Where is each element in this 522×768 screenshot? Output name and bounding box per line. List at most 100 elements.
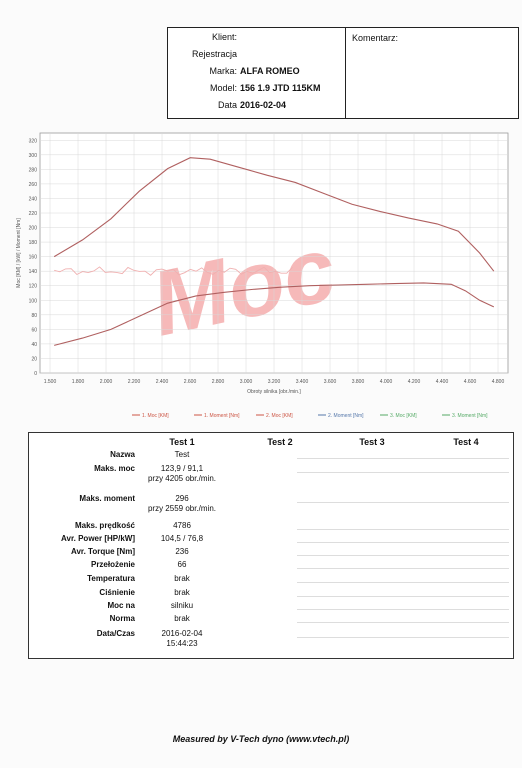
legend-entry: 1. Moc [KM] xyxy=(142,413,169,419)
model-value: 156 1.9 JTD 115KM xyxy=(240,83,321,93)
row-label: Ciśnienie xyxy=(99,588,135,597)
y-tick-label: 20 xyxy=(31,356,37,362)
x-tick-label: 2.000 xyxy=(100,379,113,385)
row-separator xyxy=(297,596,509,597)
power-series-line xyxy=(54,282,495,346)
x-tick-label: 4.400 xyxy=(436,379,449,385)
y-tick-label: 320 xyxy=(29,138,38,144)
date-row: Data 2016-02-04 xyxy=(168,100,345,116)
torque-series-line xyxy=(53,157,495,272)
row-separator xyxy=(297,622,509,623)
row-label: Maks. moc xyxy=(94,464,135,473)
column-header-test2: Test 2 xyxy=(267,437,293,447)
row-value-test1: brak xyxy=(174,588,190,597)
background-trace-line xyxy=(54,266,293,276)
row-separator xyxy=(297,502,509,503)
row-value-test1: silniku xyxy=(170,601,194,610)
y-tick-label: 180 xyxy=(29,240,38,246)
y-tick-label: 220 xyxy=(29,211,38,217)
row-value-test1: 236 xyxy=(175,547,189,556)
row-value-test1: brak xyxy=(174,614,190,623)
row-separator xyxy=(297,458,509,459)
row-value-test1-detail: przy 4205 obr./min. xyxy=(147,474,217,483)
x-axis-label: Obroty silnika [obr./min.] xyxy=(247,389,301,395)
row-label: Moc na xyxy=(107,601,135,610)
x-tick-label: 1.800 xyxy=(72,379,85,385)
column-header-test4: Test 4 xyxy=(453,437,479,447)
make-label: Marka: xyxy=(209,66,237,76)
x-tick-label: 2.800 xyxy=(212,379,225,385)
legend-entry: 1. Moment [Nm] xyxy=(204,413,240,419)
comment-label: Komentarz: xyxy=(352,33,399,43)
y-tick-label: 80 xyxy=(31,313,37,319)
date-value: 2016-02-04 xyxy=(240,100,287,110)
x-tick-label: 3.000 xyxy=(240,379,253,385)
model-row: Model: 156 1.9 JTD 115KM xyxy=(168,83,345,99)
legend-entry: 3. Moc [KM] xyxy=(390,413,417,419)
row-separator xyxy=(297,555,509,556)
date-label: Data xyxy=(217,100,237,110)
row-label: Przełożenie xyxy=(90,560,135,569)
row-label: Norma xyxy=(109,614,135,623)
dyno-chart: Moc0204060801001201401601802002202402602… xyxy=(16,132,509,419)
legend-entry: 3. Moment [Nm] xyxy=(452,413,488,419)
vehicle-info-box: Klient: Rejestracja Marka: ALFA ROMEO Mo… xyxy=(167,27,519,119)
x-tick-label: 2.200 xyxy=(128,379,141,385)
row-separator xyxy=(297,472,509,473)
y-tick-label: 140 xyxy=(29,269,38,275)
registration-label: Rejestracja xyxy=(191,49,237,59)
row-separator xyxy=(297,609,509,610)
y-axis-label: Moc [KM] / [kW] / Moment [Nm] xyxy=(16,218,22,288)
legend-entry: 2. Moment [Nm] xyxy=(328,413,364,419)
legend-entry: 2. Moc [KM] xyxy=(266,413,293,419)
row-value-test1-detail: przy 2559 obr./min. xyxy=(147,504,217,513)
row-label: Maks. moment xyxy=(79,494,135,503)
x-tick-label: 4.000 xyxy=(380,379,393,385)
client-row: Klient: xyxy=(168,32,345,48)
row-label: Nazwa xyxy=(110,450,135,459)
make-value: ALFA ROMEO xyxy=(240,66,300,76)
row-label: Temperatura xyxy=(87,574,135,583)
x-tick-label: 3.600 xyxy=(324,379,337,385)
column-header-test3: Test 3 xyxy=(359,437,385,447)
row-value-test1: 123,9 / 91,1 xyxy=(160,464,204,473)
row-label: Maks. prędkość xyxy=(74,521,135,530)
y-tick-label: 0 xyxy=(34,371,37,377)
x-tick-label: 3.200 xyxy=(268,379,281,385)
registration-row: Rejestracja xyxy=(168,49,345,65)
y-tick-label: 260 xyxy=(29,182,38,188)
row-value-test1: Test xyxy=(174,450,190,459)
x-tick-label: 3.800 xyxy=(352,379,365,385)
row-value-test1: 104,5 / 76,8 xyxy=(160,534,204,543)
x-tick-label: 1.500 xyxy=(44,379,57,385)
row-value-test1: 66 xyxy=(177,560,187,569)
footer-credit: Measured by V-Tech dyno (www.vtech.pl) xyxy=(172,734,350,744)
row-separator xyxy=(297,568,509,569)
y-tick-label: 120 xyxy=(29,284,38,290)
row-separator xyxy=(297,529,509,530)
y-tick-label: 100 xyxy=(29,298,38,304)
y-tick-label: 280 xyxy=(29,167,38,173)
client-label: Klient: xyxy=(211,32,237,42)
y-tick-label: 40 xyxy=(31,342,37,348)
y-tick-label: 200 xyxy=(29,226,38,232)
y-tick-label: 60 xyxy=(31,327,37,333)
y-tick-label: 300 xyxy=(29,153,38,159)
make-row: Marka: ALFA ROMEO xyxy=(168,66,345,82)
row-label: Data/Czas xyxy=(96,629,135,638)
row-label: Avr. Power [HP/kW] xyxy=(61,534,135,543)
column-header-test1: Test 1 xyxy=(169,437,195,447)
x-tick-label: 3.400 xyxy=(296,379,309,385)
results-table: Test 1 Test 2 Test 3 Test 4 Nazwa Test Mak… xyxy=(28,432,514,659)
x-tick-label: 4.600 xyxy=(464,379,477,385)
row-separator xyxy=(297,542,509,543)
y-tick-label: 160 xyxy=(29,255,38,261)
model-label: Model: xyxy=(209,83,237,93)
row-separator xyxy=(297,582,509,583)
row-value-test1: 4786 xyxy=(173,521,191,530)
x-tick-label: 2.600 xyxy=(184,379,197,385)
row-value-test1-detail: 15:44:23 xyxy=(166,639,198,648)
header-divider xyxy=(345,28,346,118)
x-tick-label: 4.800 xyxy=(492,379,505,385)
row-value-test1: 296 xyxy=(175,494,189,503)
